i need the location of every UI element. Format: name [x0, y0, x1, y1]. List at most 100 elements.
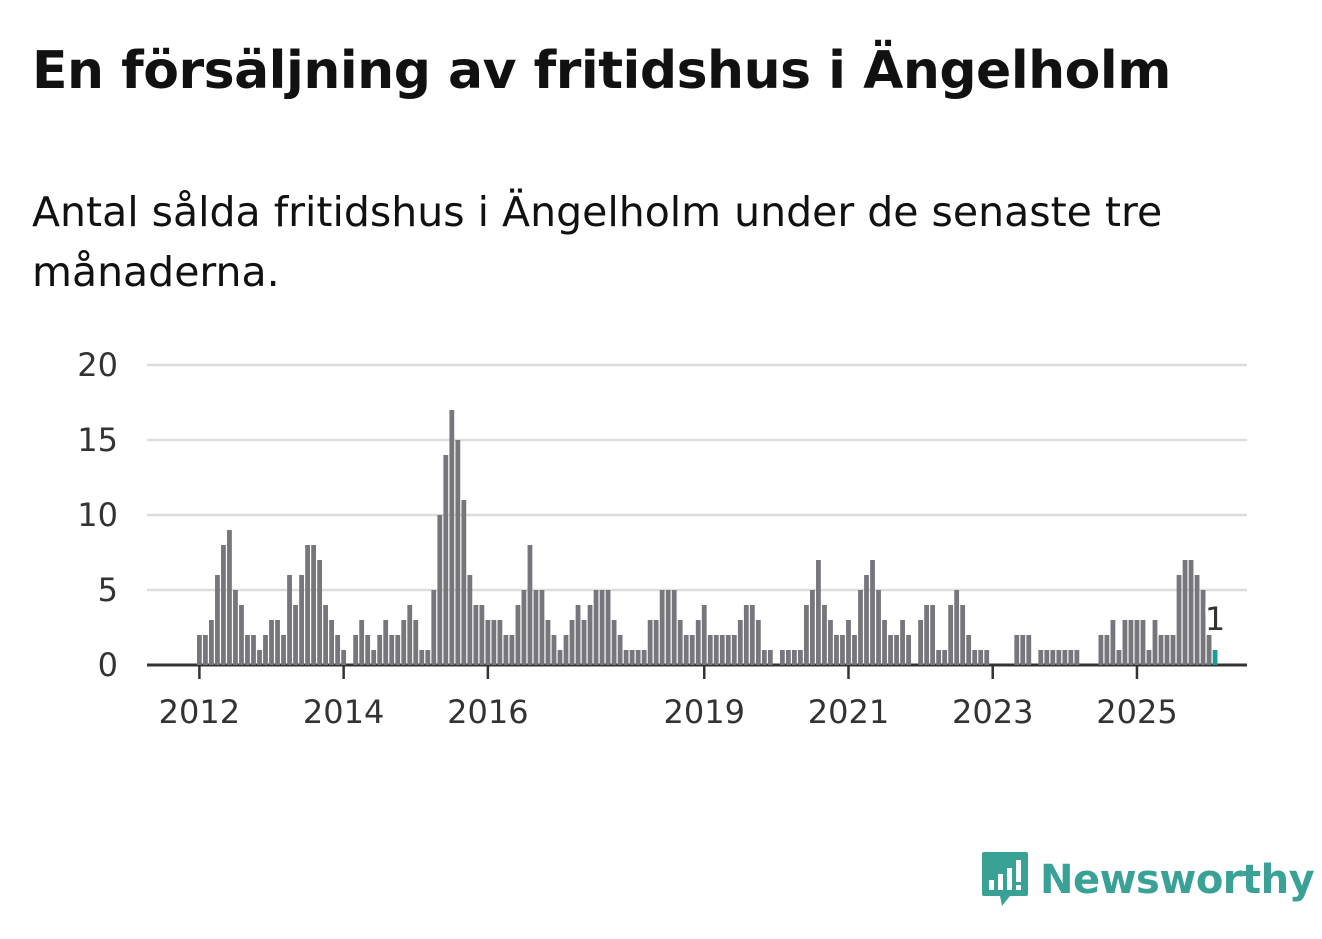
bar	[413, 620, 419, 665]
bar	[605, 590, 611, 665]
y-tick-label: 0	[98, 646, 118, 684]
bar	[936, 650, 942, 665]
bar	[209, 620, 214, 665]
bar	[1116, 650, 1122, 665]
bar	[263, 635, 268, 665]
bar	[239, 605, 244, 665]
bar	[798, 650, 803, 665]
bar	[677, 620, 683, 665]
bar	[461, 500, 467, 665]
bar	[245, 635, 250, 665]
bar	[852, 635, 857, 665]
bar	[395, 635, 401, 665]
bar	[1140, 620, 1146, 665]
bar	[1134, 620, 1140, 665]
bar	[617, 635, 623, 665]
bar	[359, 620, 365, 665]
bar	[611, 620, 617, 665]
bar	[371, 650, 377, 665]
bar	[281, 635, 286, 665]
bar	[479, 605, 485, 665]
bar	[329, 620, 335, 665]
highlight-value-label: 1	[1205, 600, 1225, 638]
newsworthy-logo-icon	[982, 852, 1028, 906]
bar	[954, 590, 960, 665]
bar	[1074, 650, 1080, 665]
bar	[707, 635, 713, 665]
bar	[425, 650, 431, 665]
bar	[870, 560, 875, 665]
x-tick-label: 2012	[159, 693, 240, 731]
y-tick-label: 20	[77, 346, 118, 384]
x-tick-label: 2025	[1096, 693, 1177, 731]
bar	[473, 605, 479, 665]
bar	[978, 650, 984, 665]
bar	[1062, 650, 1068, 665]
bar	[1182, 560, 1188, 665]
bar	[647, 620, 653, 665]
bar	[197, 635, 202, 665]
bar	[341, 650, 347, 665]
bar	[1056, 650, 1062, 665]
bar	[1026, 635, 1032, 665]
bar	[822, 605, 827, 665]
bar	[323, 605, 329, 665]
bar	[227, 530, 232, 665]
bar	[1122, 620, 1128, 665]
bar-highlight	[1212, 650, 1218, 665]
bar	[701, 605, 707, 665]
bar	[515, 605, 521, 665]
bar	[203, 635, 208, 665]
bar	[557, 650, 563, 665]
bar	[275, 620, 280, 665]
bar	[653, 620, 659, 665]
bar	[731, 635, 737, 665]
annotations: 1	[1202, 597, 1228, 641]
bar	[365, 635, 371, 665]
bar	[749, 605, 755, 665]
bar	[665, 590, 671, 665]
bar	[497, 620, 503, 665]
bar	[599, 590, 605, 665]
bar	[1200, 590, 1206, 665]
bar	[1014, 635, 1020, 665]
bar	[713, 635, 719, 665]
bar	[743, 605, 749, 665]
bar	[311, 545, 316, 665]
y-axis-ticks: 0 5 10 15 20	[77, 346, 118, 684]
bar	[1044, 650, 1050, 665]
bar	[846, 620, 851, 665]
bar	[431, 590, 437, 665]
bar	[635, 650, 641, 665]
bar	[761, 650, 767, 665]
bar	[383, 620, 389, 665]
bar	[407, 605, 413, 665]
bar	[791, 650, 797, 665]
bar	[864, 575, 869, 665]
bar	[1158, 635, 1164, 665]
bar	[888, 635, 893, 665]
bar	[882, 620, 887, 665]
bar	[779, 650, 785, 665]
bar	[233, 590, 238, 665]
bar	[569, 620, 575, 665]
bar	[966, 635, 972, 665]
bar	[437, 515, 443, 665]
bar	[533, 590, 539, 665]
bar	[918, 620, 923, 665]
bar	[455, 440, 461, 665]
bar	[575, 605, 581, 665]
bar	[299, 575, 304, 665]
bar	[419, 650, 425, 665]
bar	[1146, 650, 1152, 665]
chart-subtitle: Antal sålda fritidshus i Ängelholm under…	[32, 188, 1163, 296]
bar	[353, 635, 359, 665]
bar	[335, 635, 341, 665]
bar	[948, 605, 954, 665]
bar	[293, 605, 298, 665]
bar	[269, 620, 274, 665]
bar	[804, 605, 809, 665]
bar	[1194, 575, 1200, 665]
bar	[900, 620, 905, 665]
bar	[1206, 635, 1212, 665]
